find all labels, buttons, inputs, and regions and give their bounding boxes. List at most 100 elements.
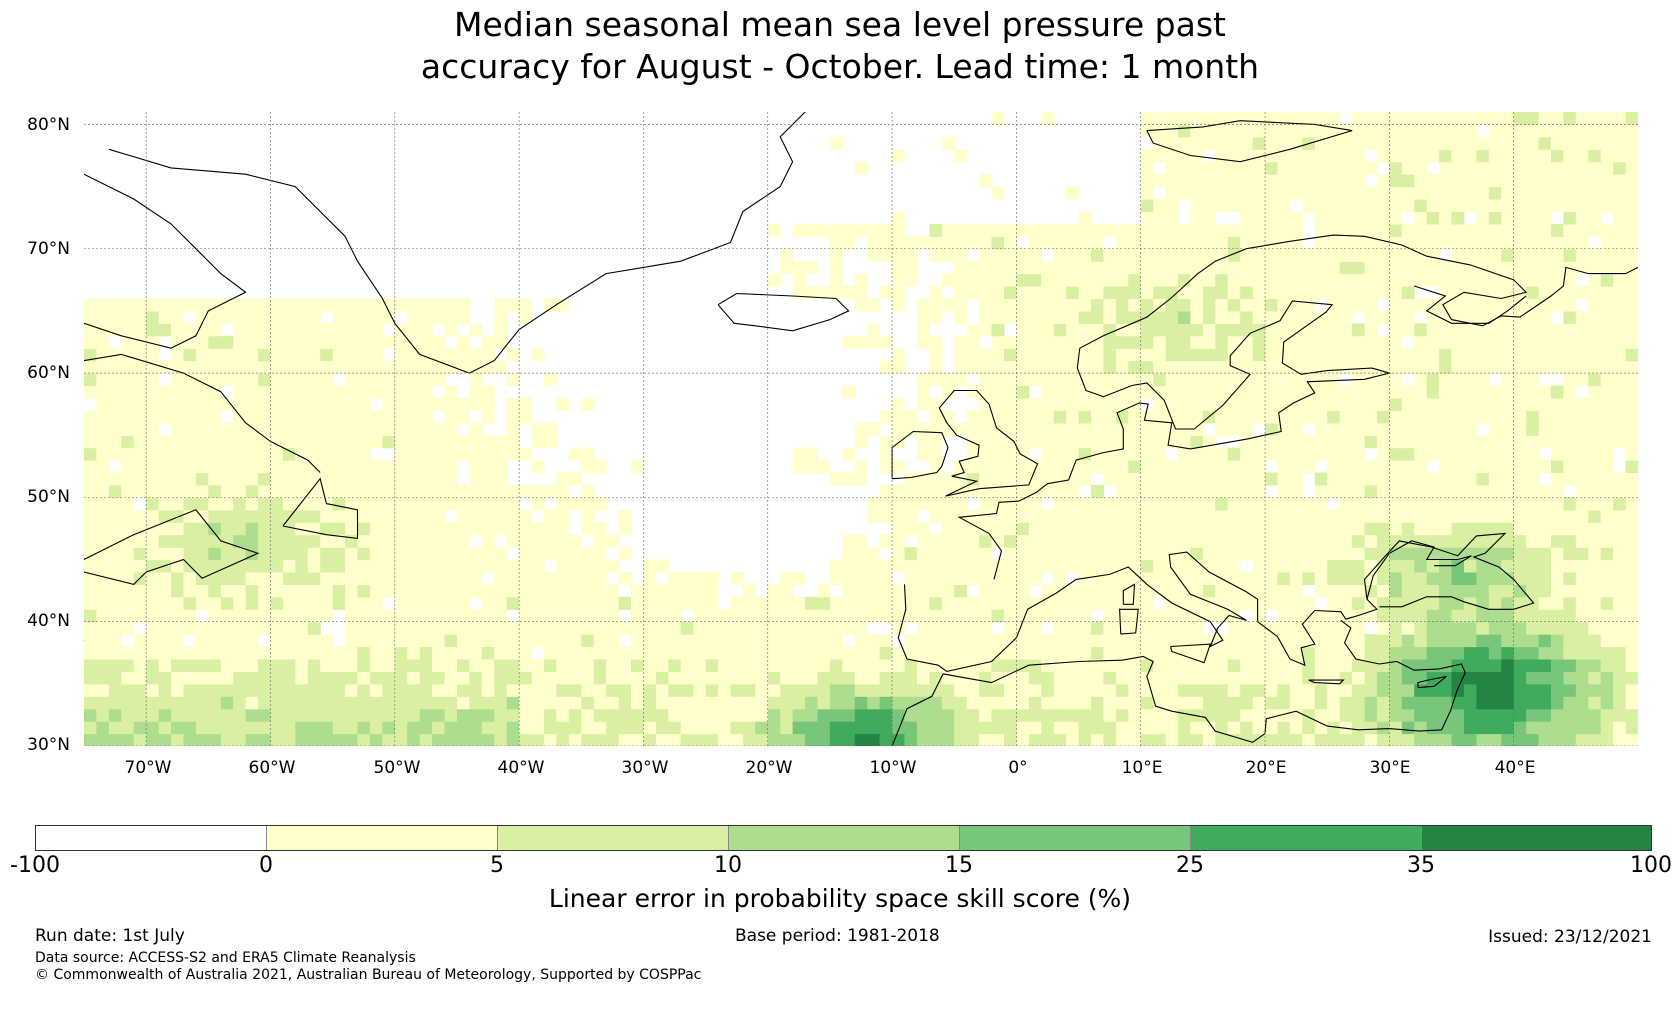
skill-cell: [1613, 721, 1627, 735]
skill-cell: [991, 348, 1005, 362]
skill-cell: [879, 559, 893, 573]
skill-cell: [108, 584, 122, 598]
skill-cell: [867, 559, 881, 573]
skill-cell: [718, 621, 731, 635]
skill-cell: [1128, 696, 1142, 710]
skill-cell: [469, 422, 483, 436]
skill-cell: [1451, 124, 1465, 138]
skill-cell: [108, 621, 122, 635]
skill-cell: [444, 609, 458, 623]
skill-cell: [1091, 733, 1104, 746]
skill-cell: [1265, 335, 1278, 349]
skill-cell: [220, 422, 234, 436]
skill-cell: [1364, 199, 1378, 212]
skill-cell: [320, 671, 334, 685]
skill-cell: [1600, 385, 1614, 399]
skill-cell: [705, 596, 719, 610]
skill-cell: [1215, 559, 1229, 573]
skill-cell: [1165, 161, 1179, 175]
skill-cell: [245, 671, 259, 685]
skill-cell: [916, 646, 930, 660]
skill-cell: [1277, 683, 1291, 697]
skill-cell: [494, 335, 508, 349]
skill-cell: [805, 671, 819, 685]
skill-cell: [1153, 733, 1167, 746]
skill-cell: [1339, 286, 1353, 299]
skill-cell: [1352, 174, 1366, 188]
skill-cell: [742, 646, 756, 660]
skill-cell: [792, 696, 806, 710]
skill-cell: [1488, 124, 1502, 138]
skill-cell: [1426, 310, 1440, 324]
skill-cell: [1625, 522, 1638, 536]
skill-cell: [593, 609, 607, 623]
skill-cell: [916, 323, 930, 337]
skill-cell: [332, 410, 346, 424]
skill-cell: [258, 373, 271, 387]
skill-cell: [1265, 174, 1278, 188]
skill-cell: [233, 373, 247, 387]
skill-cell: [357, 534, 371, 548]
skill-cell: [245, 298, 259, 312]
skill-cell: [1078, 584, 1092, 598]
skill-cell: [1028, 248, 1042, 262]
skill-cell: [829, 646, 843, 660]
skill-cell: [382, 634, 396, 648]
skill-cell: [345, 696, 359, 710]
skill-cell: [1227, 472, 1241, 486]
skill-cell: [1376, 236, 1390, 250]
skill-cell: [1178, 186, 1191, 200]
skill-cell: [270, 621, 284, 635]
skill-cell: [1004, 572, 1017, 585]
skill-cell: [1128, 422, 1142, 436]
skill-cell: [954, 596, 968, 610]
skill-cell: [581, 696, 595, 710]
skill-cell: [469, 721, 483, 735]
skill-cell: [357, 659, 371, 672]
skill-cell: [854, 460, 868, 474]
skill-cell: [345, 447, 359, 461]
skill-cell: [245, 373, 259, 387]
sicily-coast: [1170, 643, 1212, 664]
skill-cell: [1289, 472, 1303, 486]
skill-cell: [842, 671, 856, 685]
skill-cell: [1625, 199, 1638, 212]
skill-cell: [1364, 323, 1378, 337]
skill-cell: [357, 559, 371, 573]
skill-cell: [96, 659, 110, 672]
skill-cell: [904, 236, 918, 250]
skill-cell: [1277, 696, 1291, 710]
skill-cell: [469, 572, 483, 585]
skill-cell: [1066, 298, 1080, 312]
skill-cell: [1364, 348, 1378, 362]
skill-cell: [320, 373, 334, 387]
skill-cell: [1439, 410, 1453, 424]
skill-cell: [245, 584, 259, 598]
skill-cell: [1401, 161, 1415, 175]
skill-cell: [1600, 323, 1614, 337]
skill-cell: [245, 522, 259, 536]
skill-cell: [332, 584, 346, 598]
skill-cell: [1563, 721, 1577, 735]
skill-cell: [1302, 199, 1316, 212]
skill-cell: [1202, 286, 1216, 299]
skill-cell: [146, 596, 160, 610]
skill-cell: [1289, 323, 1303, 337]
skill-cell: [270, 683, 284, 697]
skill-cell: [1004, 273, 1017, 287]
skill-cell: [1178, 659, 1191, 672]
skill-cell: [742, 721, 756, 735]
skill-cell: [1277, 124, 1291, 138]
skill-cell: [1252, 646, 1266, 660]
skill-cell: [1178, 522, 1191, 536]
skill-cell: [1513, 174, 1527, 188]
skill-cell: [854, 596, 868, 610]
skill-cell: [245, 621, 259, 635]
skill-cell: [419, 733, 433, 746]
skill-cell: [1053, 348, 1067, 362]
skill-cell: [1103, 683, 1117, 697]
skill-cell: [84, 671, 97, 685]
skill-cell: [1426, 634, 1440, 648]
skill-cell: [1252, 484, 1266, 498]
skill-cell: [1265, 447, 1278, 461]
